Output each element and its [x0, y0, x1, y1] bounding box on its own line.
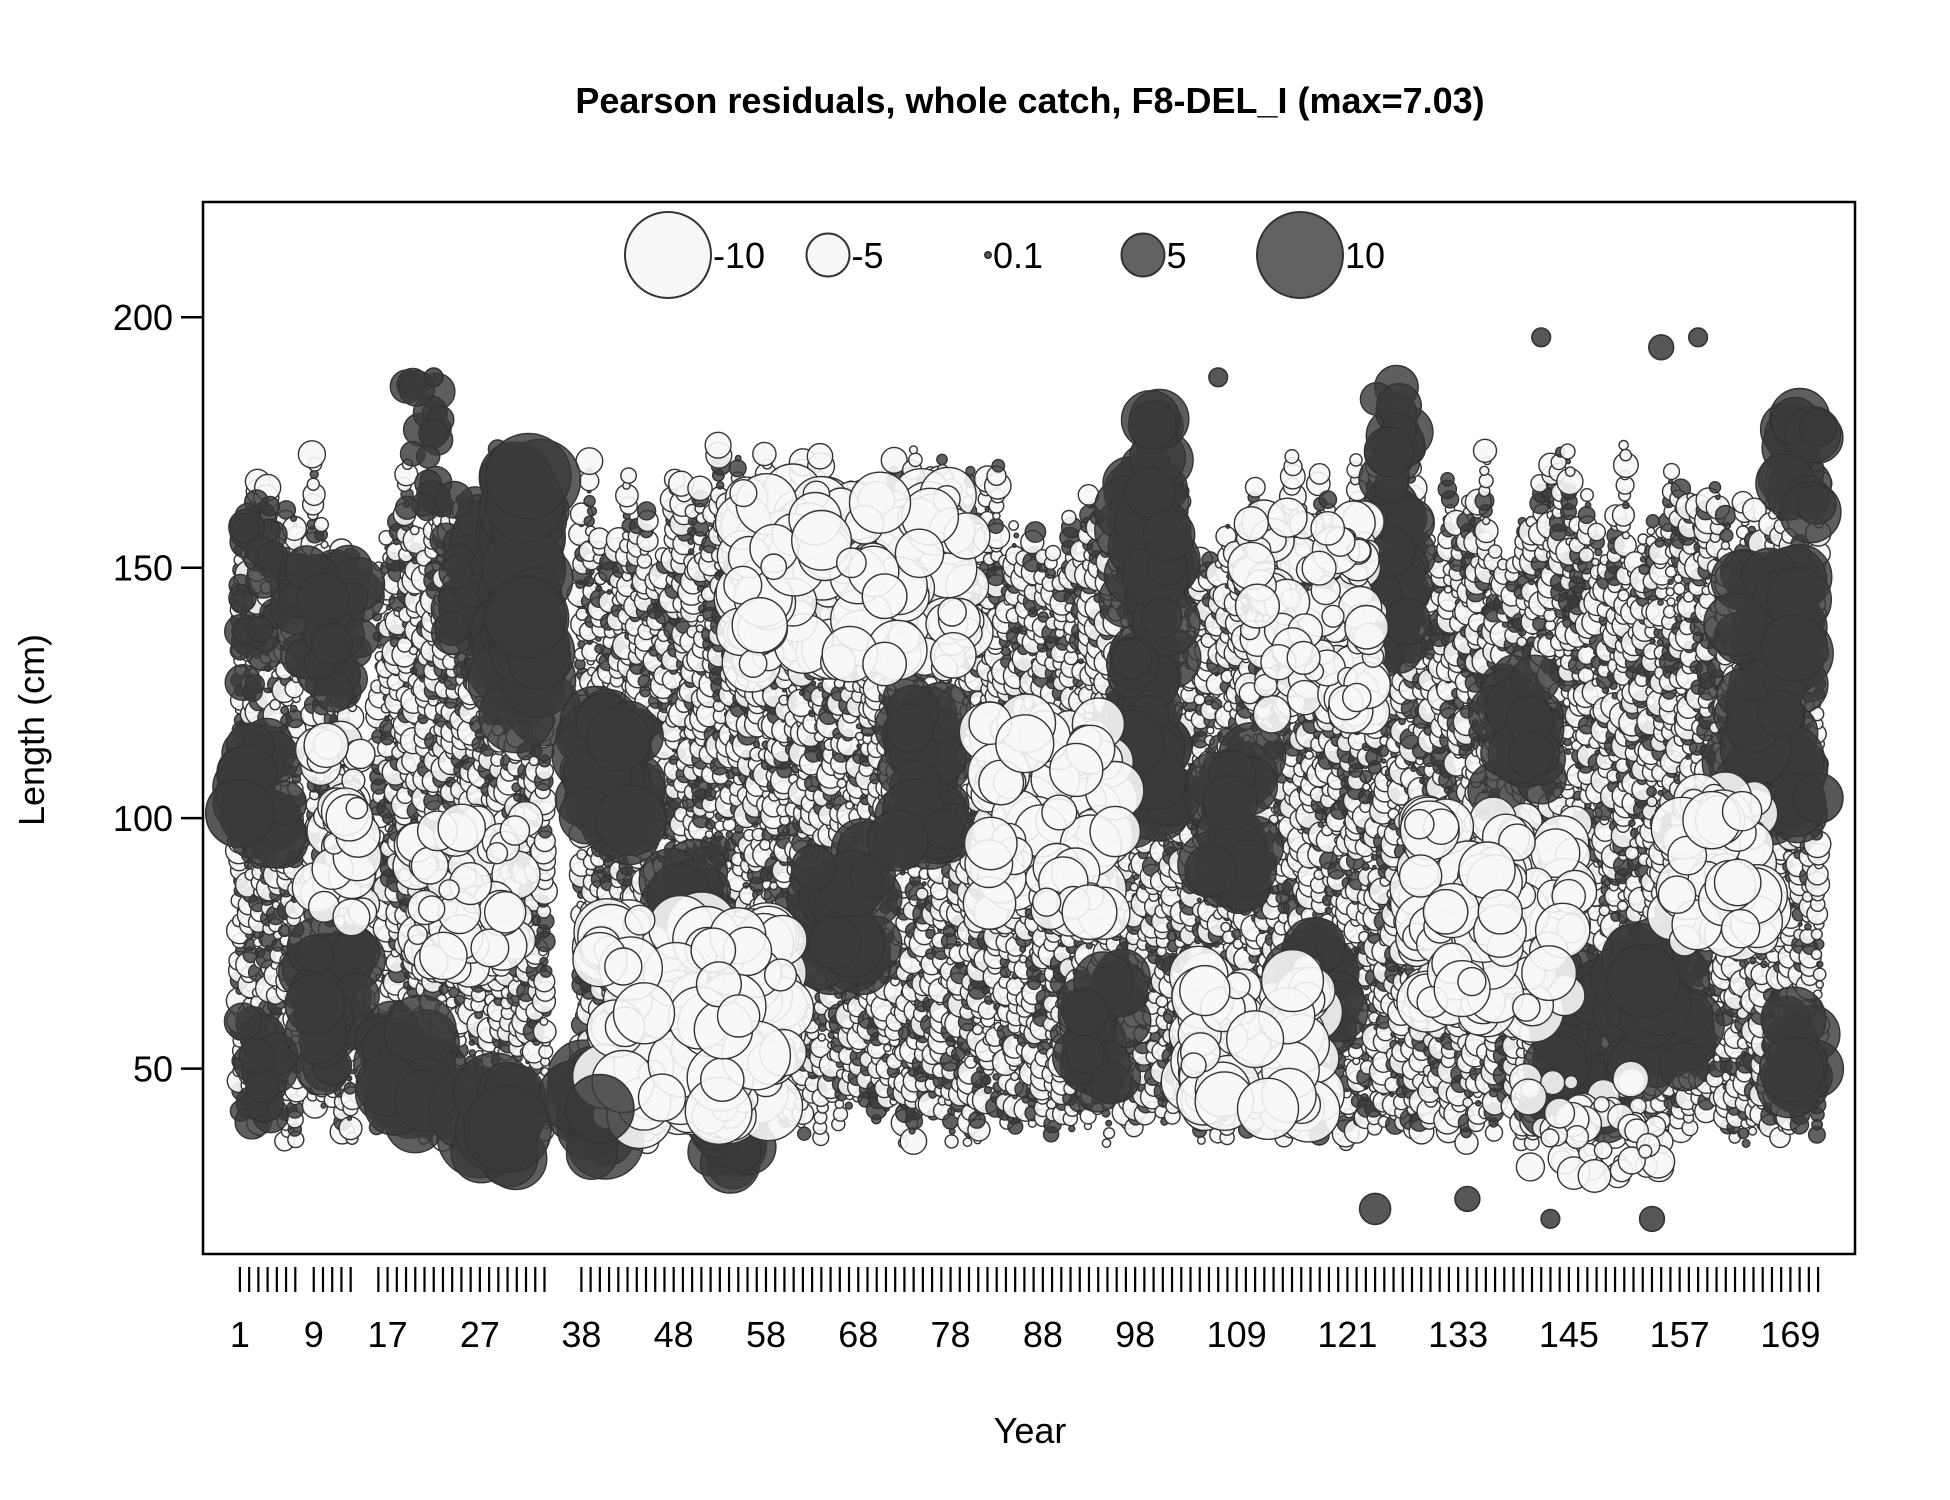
positive-residual-bubble — [320, 1102, 327, 1109]
positive-residual-bubble — [844, 1101, 853, 1110]
positive-residual-bubble — [1013, 532, 1020, 539]
negative-residual-bubble — [817, 1033, 827, 1042]
positive-residual-bubble — [921, 881, 927, 887]
negative-residual-bubble — [834, 1099, 845, 1110]
positive-residual-bubble — [346, 1115, 353, 1121]
negative-residual-bubble — [269, 698, 281, 711]
positive-residual-bubble — [728, 459, 747, 478]
negative-residual-bubble — [944, 1134, 959, 1149]
positive-residual-bubble — [742, 881, 750, 889]
positive-residual-bubble — [583, 515, 595, 527]
negative-residual-bubble — [806, 442, 834, 470]
positive-residual-bubble — [983, 1086, 993, 1095]
positive-residual-bubble — [595, 584, 603, 593]
positive-residual-bubble — [583, 494, 596, 508]
negative-residual-bubble — [962, 1137, 973, 1148]
negative-residual-bubble — [297, 440, 327, 469]
negative-residual-bubble — [1009, 1071, 1020, 1082]
positive-residual-bubble — [343, 1081, 357, 1095]
positive-residual-bubble — [987, 517, 1005, 535]
positive-residual-bubble — [835, 790, 842, 797]
negative-residual-bubble — [320, 540, 329, 549]
positive-residual-bubble — [954, 940, 962, 947]
positive-residual-bubble — [703, 787, 717, 802]
positive-residual-bubble — [586, 506, 598, 517]
positive-residual-bubble — [713, 830, 724, 842]
positive-residual-bubble — [636, 501, 657, 521]
positive-residual-bubble — [984, 506, 990, 512]
positive-residual-bubble — [539, 964, 553, 978]
negative-residual-bubble — [538, 1043, 554, 1060]
negative-residual-bubble — [409, 525, 420, 536]
negative-residual-bubble — [704, 830, 714, 839]
negative-residual-bubble — [908, 452, 923, 468]
negative-residual-bubble — [971, 1024, 984, 1036]
positive-residual-bubble — [811, 680, 817, 686]
negative-residual-bubble — [908, 445, 919, 455]
chart-title: Pearson residuals, whole catch, F8-DEL_I… — [575, 80, 1484, 121]
positive-residual-bubble — [637, 674, 652, 689]
positive-residual-bubble — [752, 740, 761, 748]
negative-residual-bubble — [408, 645, 419, 656]
positive-residual-bubble — [704, 819, 716, 830]
positive-residual-bubble — [383, 715, 390, 721]
negative-residual-bubble — [883, 1043, 892, 1053]
positive-residual-bubble — [583, 575, 595, 587]
positive-residual-bubble — [797, 1126, 812, 1141]
positive-residual-bubble — [290, 514, 298, 523]
plot-frame — [201, 200, 1857, 1256]
negative-residual-bubble — [836, 778, 847, 789]
negative-residual-bubble — [687, 475, 713, 502]
positive-residual-bubble — [715, 480, 725, 490]
positive-residual-bubble — [991, 458, 1006, 473]
positive-residual-bubble — [280, 705, 290, 715]
negative-residual-bubble — [539, 1017, 549, 1027]
negative-residual-bubble — [306, 477, 320, 491]
negative-residual-bubble — [759, 838, 772, 851]
negative-residual-bubble — [832, 1106, 849, 1122]
positive-residual-bubble — [539, 956, 549, 967]
positive-residual-bubble — [734, 454, 742, 462]
positive-residual-bubble — [687, 548, 695, 555]
positive-residual-bubble — [1011, 543, 1017, 549]
negative-residual-bubble — [1008, 520, 1019, 531]
positive-residual-bubble — [1000, 646, 1011, 657]
negative-residual-bubble — [620, 467, 637, 484]
positive-residual-bubble — [606, 589, 613, 595]
positive-residual-bubble — [936, 453, 948, 466]
positive-residual-bubble — [289, 704, 298, 713]
positive-residual-bubble — [981, 1074, 992, 1086]
positive-residual-bubble — [468, 1049, 476, 1057]
positive-residual-bubble — [976, 1066, 983, 1074]
bubbles-layer — [204, 327, 1845, 1233]
negative-residual-bubble — [752, 441, 777, 467]
negative-residual-bubble — [636, 553, 653, 569]
positive-residual-bubble — [438, 984, 449, 995]
negative-residual-bubble — [704, 431, 732, 459]
negative-residual-bubble — [313, 516, 329, 533]
